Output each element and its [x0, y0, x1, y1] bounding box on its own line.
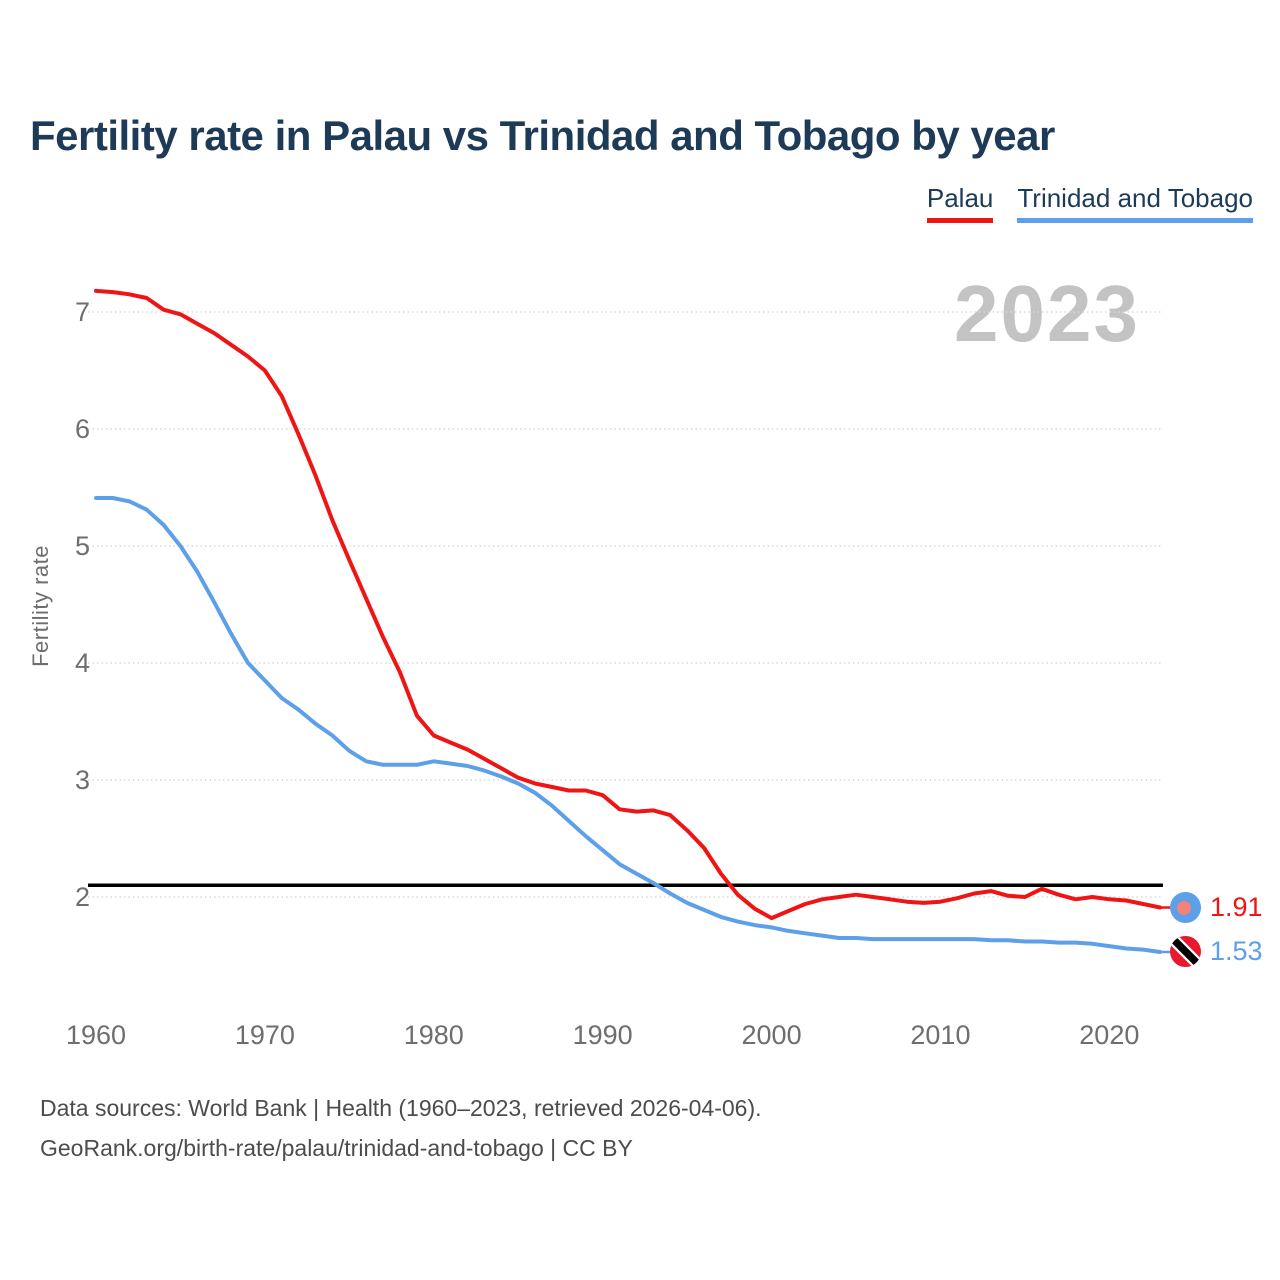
y-tick-5: 5: [75, 531, 90, 561]
palau-flag-icon: [1170, 892, 1201, 923]
year-watermark: 2023: [954, 269, 1140, 358]
legend-item-trinidad-and-tobago[interactable]: Trinidad and Tobago: [1017, 184, 1253, 223]
x-tick-2020: 2020: [1079, 1020, 1139, 1050]
x-tick-2010: 2010: [910, 1020, 970, 1050]
footer: Data sources: World Bank | Health (1960–…: [40, 1088, 762, 1168]
series-end-label-trinidad-and-tobago: 1.53: [1170, 935, 1263, 968]
x-tick-1970: 1970: [235, 1020, 295, 1050]
palau-end-value: 1.91: [1210, 892, 1263, 922]
trinidad-and-tobago-flag-icon: [1170, 936, 1201, 967]
y-tick-3: 3: [75, 765, 90, 795]
x-tick-1980: 1980: [404, 1020, 464, 1050]
palau-flag-moon: [1177, 900, 1191, 915]
series-line-trinidad-and-tobago: [94, 496, 1162, 954]
series-line-palau: [94, 288, 1162, 921]
y-tick-7: 7: [75, 297, 90, 327]
series-end-label-palau: 1.91: [1170, 891, 1263, 924]
y-axis-title: Fertility rate: [28, 545, 53, 667]
trinidad-and-tobago-end-value: 1.53: [1210, 936, 1263, 966]
footer-data-sources: Data sources: World Bank | Health (1960–…: [40, 1095, 762, 1121]
x-tick-1960: 1960: [66, 1020, 126, 1050]
y-tick-6: 6: [75, 414, 90, 444]
x-tick-2000: 2000: [742, 1020, 802, 1050]
x-tick-1990: 1990: [573, 1020, 633, 1050]
page-title: Fertility rate in Palau vs Trinidad and …: [30, 112, 1055, 159]
legend: Palau Trinidad and Tobago: [926, 184, 1253, 223]
legend-item-palau[interactable]: Palau: [926, 184, 994, 223]
footer-attribution: GeoRank.org/birth-rate/palau/trinidad-an…: [40, 1135, 633, 1161]
y-tick-2: 2: [75, 882, 90, 912]
y-tick-4: 4: [75, 648, 90, 678]
